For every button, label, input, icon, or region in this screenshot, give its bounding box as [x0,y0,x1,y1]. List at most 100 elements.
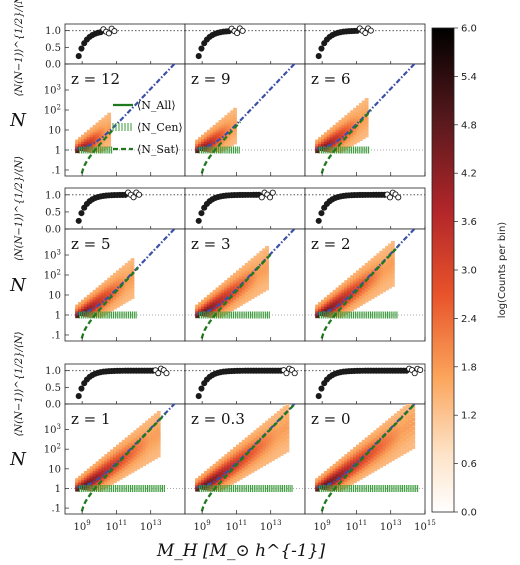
heatmap-cell [78,304,82,309]
heatmap-cell [341,482,346,487]
heatmap-cell [215,122,220,127]
heatmap-cell [256,272,261,277]
heatmap-cell [215,133,220,139]
heatmap-cell [247,456,252,461]
heatmap-cell [81,473,85,478]
heatmap-cell [148,422,152,427]
heatmap-cell [83,485,88,491]
heatmap-cell [358,471,363,477]
n-y-tick-label: 103 [44,423,61,436]
heatmap-cell [353,130,357,135]
heatmap-cell [113,279,117,284]
heatmap-cell [230,113,234,118]
heatmap-cell [101,485,106,490]
n-y-tick-label: .1 [51,330,61,341]
heatmap-cell [338,464,343,470]
heatmap-cell [241,289,246,294]
sat-line [80,412,167,514]
heatmap-cell [262,256,267,261]
heatmap-cell [347,134,352,139]
heatmap-cell [344,280,349,285]
heatmap-cell [388,263,392,269]
heatmap-cell [139,448,144,453]
heatmap-cell [89,479,94,484]
heatmap-cell [321,137,325,142]
heatmap-cell [145,448,149,453]
heatmap-cell [221,479,226,485]
heatmap-cell [250,265,255,270]
heatmap-cell [250,454,255,459]
heatmap-cell [285,430,290,435]
heatmap-cell [203,483,208,488]
heatmap-cell [376,450,381,455]
heatmap-cell [358,445,363,450]
heatmap-cell [145,440,149,445]
heatmap-cell [107,137,112,142]
heatmap-cell [358,288,363,293]
heatmap-cell [215,312,220,318]
heatmap-cell [221,144,226,149]
heatmap-cell [373,278,378,283]
heatmap-cell [101,303,106,308]
heatmap-cell [326,140,331,145]
heatmap-cell [198,137,202,142]
heatmap-cell [388,255,392,261]
heatmap-cell [335,307,340,312]
heatmap-cell [323,312,328,317]
heatmap-cell [221,456,226,461]
heatmap-cell [329,145,334,151]
heatmap-cell [285,439,290,444]
heatmap-cell [78,309,82,314]
heatmap-cell [364,471,369,477]
heatmap-cell [382,453,387,459]
heatmap-cell [335,469,340,475]
heatmap-cell [390,444,395,449]
heatmap-cell [285,417,290,422]
heatmap-cell [241,299,246,305]
heatmap-cell [253,285,258,290]
n-y-tick-label: 102 [44,443,61,456]
heatmap-cell [124,266,129,271]
heatmap-cell [361,282,366,288]
heatmap-cell [385,452,389,457]
heatmap-cell [370,258,375,263]
heatmap-cell [215,461,220,466]
heatmap-cell [75,480,79,485]
heatmap-cell [203,139,208,145]
n-y-axis-label: N [9,449,27,470]
heatmap-cell [332,289,337,295]
heatmap-cell [370,269,375,274]
heatmap-cell [361,268,366,274]
heatmap-cell [350,135,354,140]
heatmap-cell [233,140,237,145]
heatmap-cell [142,457,147,463]
heatmap-cell [83,475,88,481]
heatmap-cell [107,112,112,118]
heatmap-cell [379,258,384,263]
heatmap-cell [110,452,114,457]
heatmap-cell [95,483,100,488]
heatmap-cell [150,436,155,441]
heatmap-cell [367,264,372,269]
heatmap-cell [358,136,363,141]
heatmap-cell [218,296,223,301]
heatmap-cell [153,413,158,418]
heatmap-cell [244,437,249,442]
heatmap-cell [130,290,135,296]
heatmap-cell [107,482,112,487]
heatmap-cell [321,480,325,485]
heatmap-cell [326,294,331,300]
heatmap-cell [250,432,255,437]
heatmap-cell [396,415,401,420]
heatmap-cell [92,477,97,482]
heatmap-cell [285,408,290,413]
heatmap-cell [265,265,269,271]
heatmap-cell [198,304,202,309]
heatmap-cell [259,266,264,271]
heatmap-cell [121,282,126,288]
heatmap-cell [101,144,106,149]
heatmap-cell [335,461,340,466]
colorbar-tick-label: 2.4 [461,314,477,325]
panel-5: z = 3 [184,187,306,342]
heatmap-cell [347,308,352,313]
